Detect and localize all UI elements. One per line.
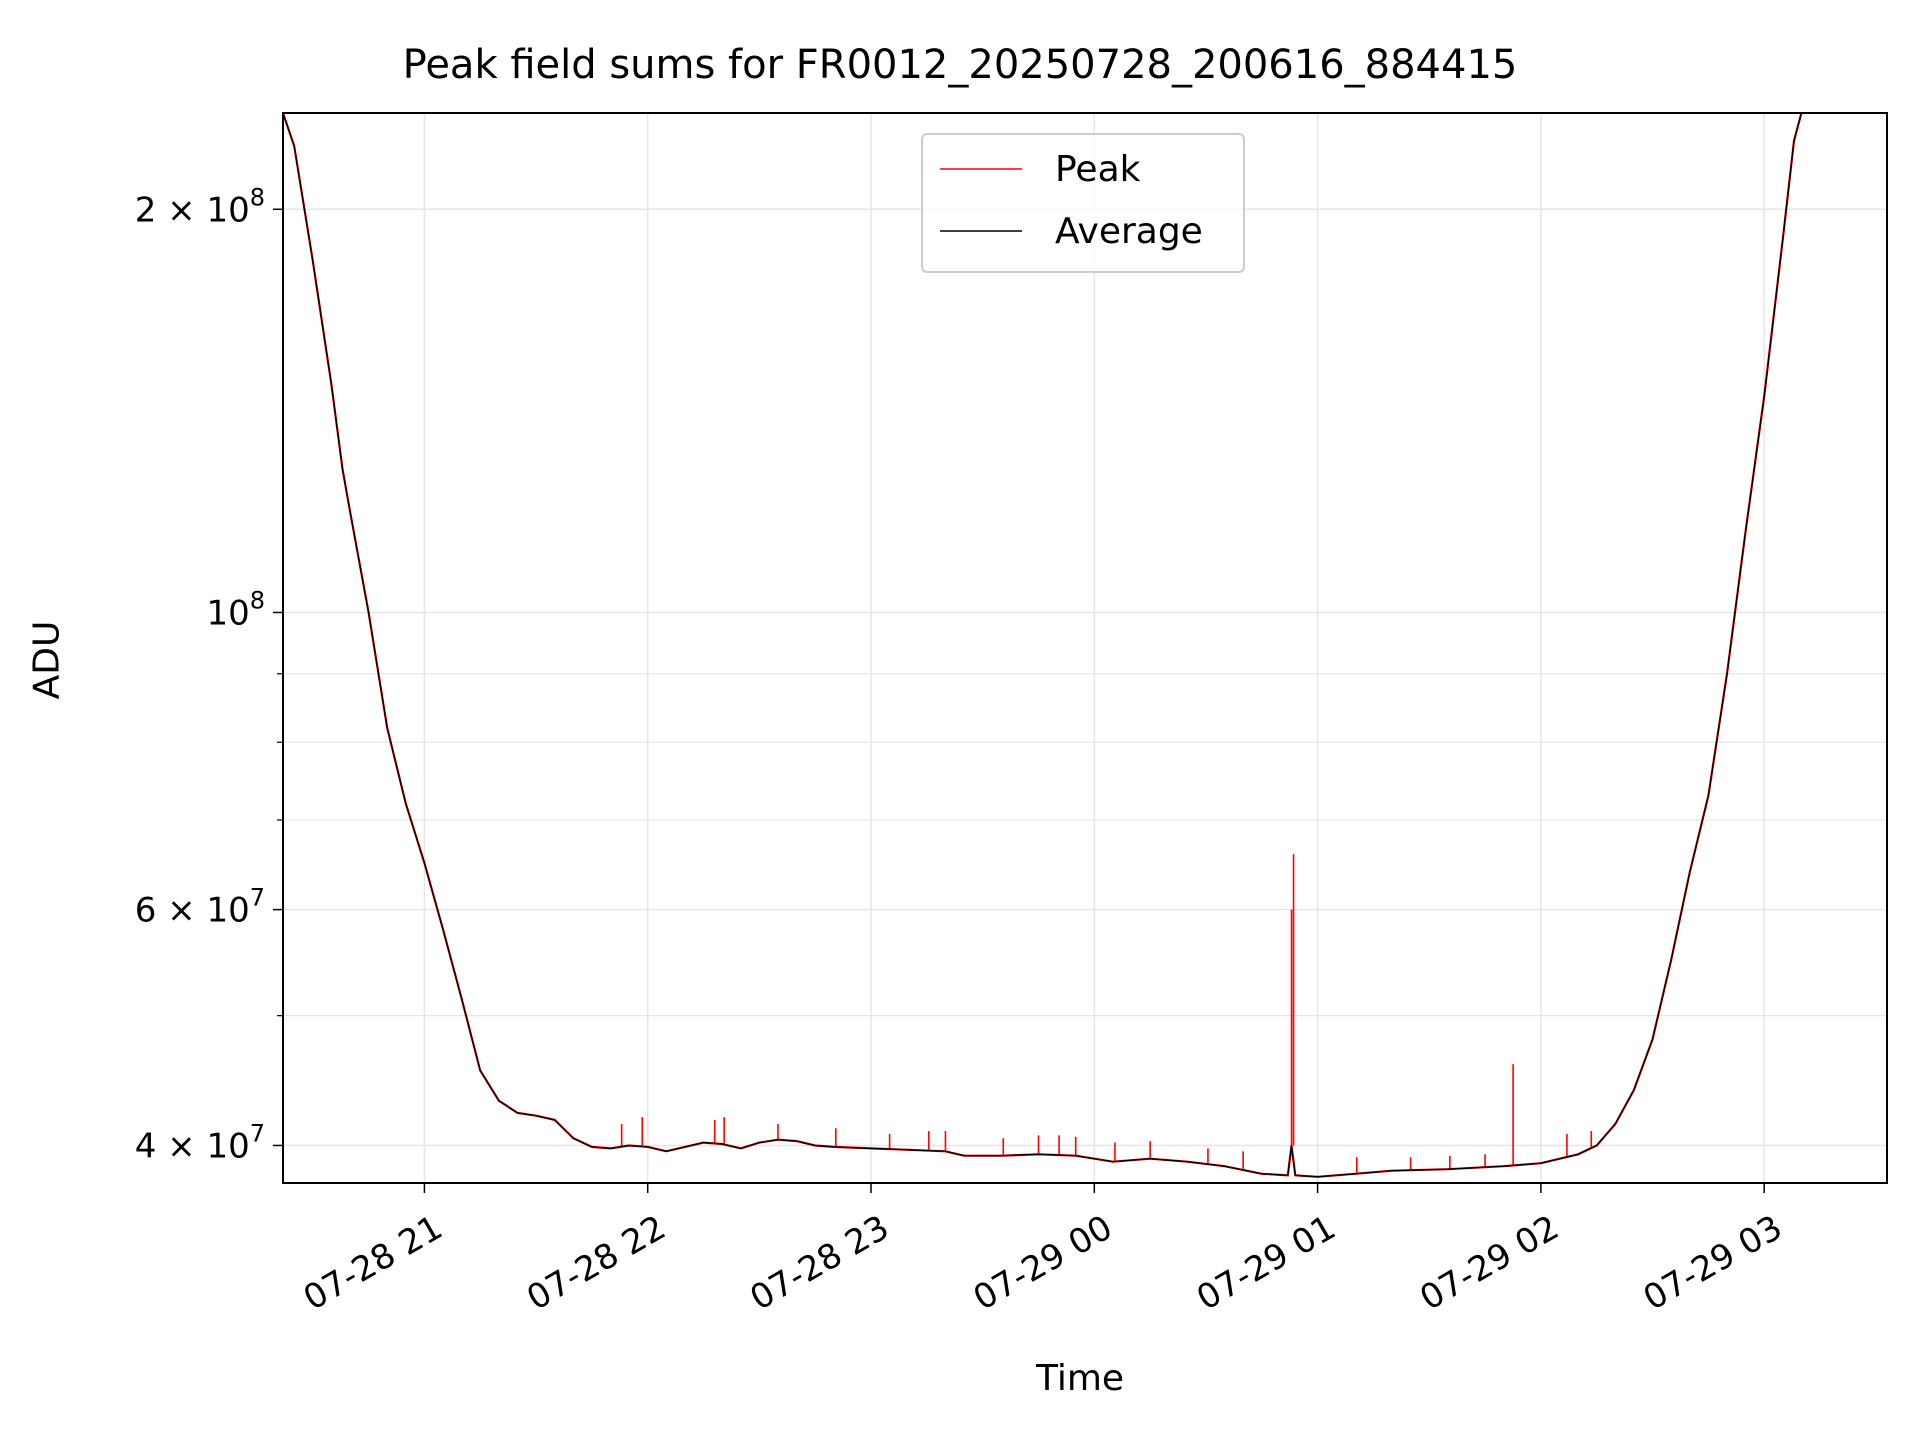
legend: Peak Average	[921, 133, 1245, 273]
x-tick-label: 07-29 00	[967, 1208, 1119, 1319]
x-axis-label: Time	[1035, 1358, 1125, 1399]
plot-frame	[282, 112, 1888, 1184]
x-tick-label: 07-29 01	[1190, 1208, 1342, 1319]
y-ticks: 4 × 107 6 × 107 108 2 × 108	[135, 183, 283, 1166]
y-tick-label: 6 × 107	[135, 884, 265, 931]
x-tick-label: 07-28 22	[520, 1208, 672, 1319]
legend-average-label: Average	[1055, 211, 1203, 252]
x-tick-label: 07-28 21	[297, 1208, 449, 1319]
plot-background	[283, 113, 1887, 1183]
y-tick-label: 4 × 107	[135, 1119, 265, 1166]
plot-area	[283, 113, 1803, 1178]
legend-peak-label: Peak	[1055, 149, 1141, 190]
series-average-line	[283, 113, 1803, 1178]
x-tick-label: 07-29 03	[1637, 1208, 1789, 1319]
x-ticks: 07-28 21 07-28 22 07-28 23 07-29 00 07-29 01…	[297, 1183, 1789, 1319]
y-tick-label: 2 × 108	[135, 183, 265, 230]
x-tick-label: 07-28 23	[744, 1208, 896, 1319]
grid	[283, 113, 1887, 1183]
y-axis-label: ADU	[26, 620, 68, 700]
y-tick-label: 108	[206, 586, 265, 633]
x-tick-label: 07-29 02	[1413, 1208, 1565, 1319]
chart-title: Peak field sums for FR0012_20250728_2006…	[402, 42, 1518, 88]
